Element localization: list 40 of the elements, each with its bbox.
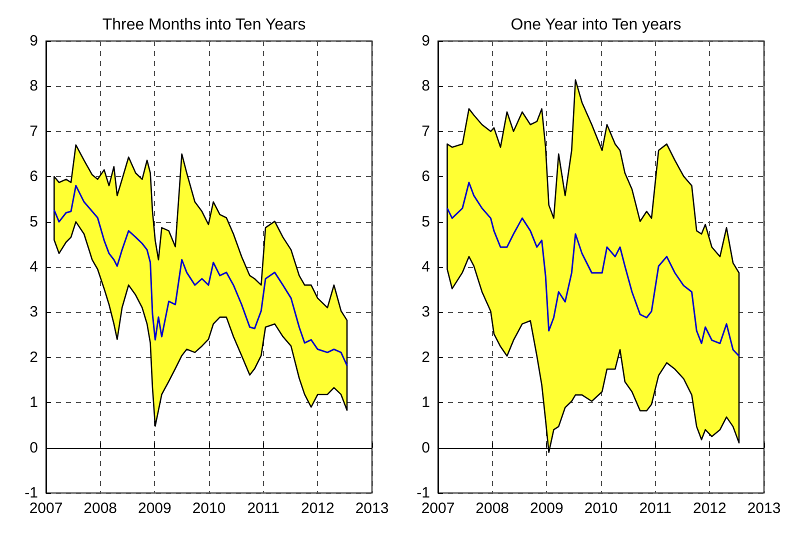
y-tick-label: 3	[30, 304, 38, 321]
y-tick-label: 1	[30, 394, 38, 412]
y-tick-label: 0	[422, 439, 430, 456]
y-tick-label: 9	[30, 32, 38, 50]
x-tick-label: 2009	[530, 500, 564, 517]
y-tick-label: 2	[422, 348, 430, 366]
y-tick-label: 7	[30, 122, 38, 140]
x-tick-label: 2007	[421, 500, 455, 517]
y-tick-label: 1	[422, 394, 430, 412]
x-tick-label: 2007	[29, 500, 63, 517]
y-tick-label: 5	[422, 213, 430, 230]
x-tick-label: 2009	[138, 500, 172, 517]
y-tick-label: 4	[422, 258, 430, 276]
x-tick-label: 2010	[584, 500, 618, 517]
x-tick-label: 2011	[247, 500, 280, 517]
line-series	[53, 184, 348, 366]
y-tick-label: 8	[30, 78, 38, 95]
y-tick-label: 7	[422, 122, 430, 140]
y-tick-label: 6	[422, 168, 430, 186]
x-tick-label: 2012	[692, 500, 726, 517]
y-tick-label: 4	[30, 258, 38, 276]
y-tick-label: 6	[30, 168, 38, 186]
x-tick-label: 2010	[192, 500, 226, 517]
y-tick-label: 5	[30, 213, 38, 230]
y-tick-label: 0	[30, 439, 38, 456]
x-tick-label: 2013	[355, 500, 389, 517]
x-tick-label: 2008	[84, 500, 118, 517]
line-series	[446, 182, 740, 357]
y-tick-label: -1	[416, 484, 430, 502]
chart-title: One Year into Ten years	[510, 16, 682, 34]
x-tick-label: 2013	[747, 500, 781, 517]
x-tick-label: 2008	[476, 500, 510, 517]
chart-title: Three Months into Ten Years	[102, 16, 306, 34]
y-tick-label: 8	[422, 78, 430, 95]
y-tick-label: -1	[24, 484, 38, 502]
x-tick-label: 2011	[639, 500, 672, 517]
y-tick-label: 2	[30, 348, 38, 366]
y-tick-label: 9	[422, 32, 430, 50]
x-tick-label: 2012	[300, 500, 334, 517]
y-tick-label: 3	[422, 304, 430, 321]
